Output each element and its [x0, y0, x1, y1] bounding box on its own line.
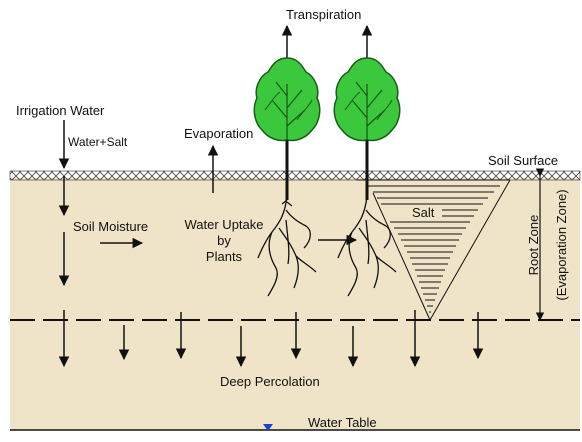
deep-percolation-arrows	[58, 310, 484, 368]
water-salt-label: Water+Salt	[68, 135, 128, 149]
water-table-marker-icon	[263, 424, 273, 431]
salt-wedge	[357, 179, 511, 321]
soil-body	[10, 178, 580, 430]
transpiration-label: Transpiration	[286, 7, 362, 22]
irrigation-water-label: Irrigation Water	[16, 103, 105, 118]
evaporation-label: Evaporation	[184, 126, 254, 141]
soil-surface-hatch	[9, 170, 581, 181]
deep-percolation-label: Deep Percolation	[220, 374, 320, 389]
water-uptake-label-line2: by	[217, 233, 231, 248]
soil-surface-label: Soil Surface	[488, 153, 559, 168]
tree-right-icon	[333, 57, 401, 297]
water-table-label: Water Table	[308, 415, 377, 430]
salt-label: Salt	[412, 205, 435, 220]
evaporation-zone-label: (Evaporation Zone)	[554, 189, 569, 301]
root-zone-label: Root Zone	[526, 214, 541, 276]
tree-left-icon	[253, 57, 321, 297]
soil-moisture-label: Soil Moisture	[73, 219, 149, 234]
water-uptake-label-line3: Plants	[205, 249, 243, 264]
water-uptake-label-line1: Water Uptake	[184, 217, 264, 232]
